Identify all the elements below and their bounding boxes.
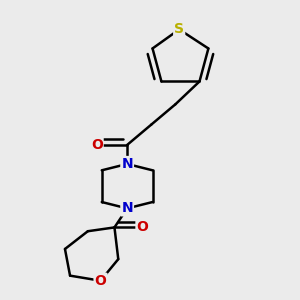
Text: S: S bbox=[174, 22, 184, 36]
Text: O: O bbox=[136, 220, 148, 234]
Text: O: O bbox=[94, 274, 106, 288]
Text: O: O bbox=[91, 138, 103, 152]
Text: N: N bbox=[121, 201, 133, 215]
Text: N: N bbox=[121, 157, 133, 171]
